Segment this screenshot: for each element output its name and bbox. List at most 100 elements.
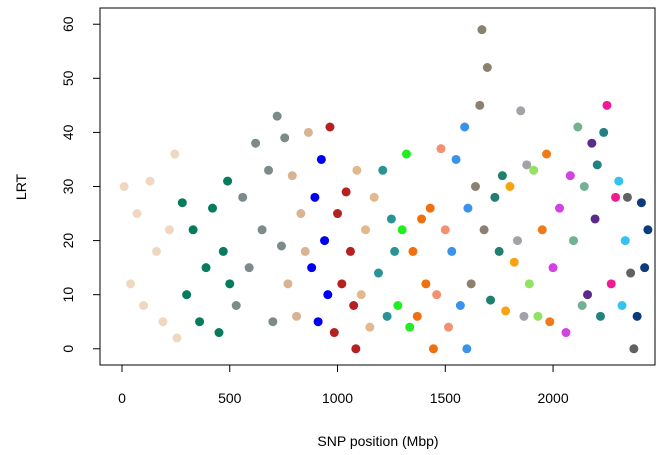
x-tick-label: 0 xyxy=(118,390,126,406)
point xyxy=(460,122,470,132)
point xyxy=(463,203,473,213)
point xyxy=(172,333,182,343)
point xyxy=(177,198,187,208)
point xyxy=(490,192,500,202)
point xyxy=(524,279,534,289)
point xyxy=(475,100,485,110)
point xyxy=(412,311,422,321)
point xyxy=(522,160,532,170)
point xyxy=(408,246,418,256)
point xyxy=(170,149,180,159)
point xyxy=(579,182,589,191)
y-tick-label: 30 xyxy=(60,179,76,195)
point xyxy=(316,154,326,164)
point xyxy=(231,301,241,310)
point xyxy=(272,111,282,121)
point xyxy=(356,290,366,300)
point xyxy=(225,279,235,289)
point xyxy=(119,182,129,191)
point xyxy=(614,176,624,186)
point xyxy=(477,25,487,35)
point xyxy=(533,311,543,321)
point xyxy=(345,246,355,256)
point xyxy=(329,328,339,338)
point xyxy=(351,344,361,354)
point xyxy=(432,290,442,300)
point xyxy=(595,311,605,321)
point xyxy=(555,203,565,213)
point xyxy=(421,279,431,289)
point xyxy=(382,311,392,321)
point xyxy=(268,317,278,327)
point xyxy=(300,246,310,256)
point xyxy=(369,192,379,202)
point xyxy=(583,290,593,300)
point xyxy=(373,268,383,278)
y-tick-label: 20 xyxy=(60,233,76,249)
point xyxy=(519,311,529,321)
x-tick-label: 1500 xyxy=(430,390,461,406)
point xyxy=(606,279,616,289)
point xyxy=(287,171,297,181)
point xyxy=(164,225,174,235)
point xyxy=(126,279,136,289)
y-tick-label: 50 xyxy=(60,70,76,86)
point xyxy=(497,171,507,181)
point xyxy=(386,214,396,224)
point xyxy=(632,311,642,321)
point xyxy=(470,182,480,191)
point xyxy=(349,301,359,310)
point xyxy=(617,301,627,310)
point xyxy=(307,263,317,273)
point xyxy=(573,122,583,132)
point xyxy=(599,127,609,137)
point xyxy=(283,279,293,289)
point xyxy=(622,192,632,202)
point xyxy=(303,127,313,137)
point xyxy=(238,192,248,202)
point xyxy=(505,182,515,191)
point xyxy=(276,241,286,251)
point xyxy=(482,63,492,72)
point xyxy=(629,344,639,354)
point xyxy=(214,328,224,338)
point xyxy=(466,279,476,289)
point xyxy=(310,192,320,202)
point xyxy=(545,317,555,327)
point xyxy=(417,214,427,224)
point xyxy=(405,322,415,332)
point xyxy=(447,246,457,256)
point xyxy=(565,171,575,181)
point xyxy=(361,225,371,235)
point xyxy=(620,236,630,246)
point xyxy=(501,306,511,316)
y-tick-label: 40 xyxy=(60,124,76,140)
point xyxy=(325,122,335,132)
point xyxy=(337,279,347,289)
point xyxy=(590,214,600,224)
point xyxy=(516,106,526,116)
point xyxy=(425,203,435,213)
x-tick-label: 1000 xyxy=(322,390,353,406)
point xyxy=(333,209,343,219)
y-axis-label: LRT xyxy=(13,173,29,200)
point xyxy=(455,301,465,310)
point xyxy=(390,246,400,256)
point xyxy=(428,344,438,354)
point xyxy=(352,165,362,175)
point xyxy=(208,203,218,213)
plot-frame xyxy=(99,7,656,366)
point xyxy=(158,317,168,327)
point xyxy=(569,236,579,246)
point xyxy=(195,317,205,327)
point xyxy=(611,192,621,202)
point xyxy=(451,154,461,164)
point xyxy=(320,236,330,246)
x-axis-label: SNP position (Mbp) xyxy=(317,433,438,449)
point xyxy=(139,301,149,310)
point xyxy=(257,225,267,235)
point xyxy=(444,322,454,332)
point xyxy=(182,290,192,300)
point xyxy=(151,246,161,256)
y-tick-label: 10 xyxy=(60,287,76,303)
